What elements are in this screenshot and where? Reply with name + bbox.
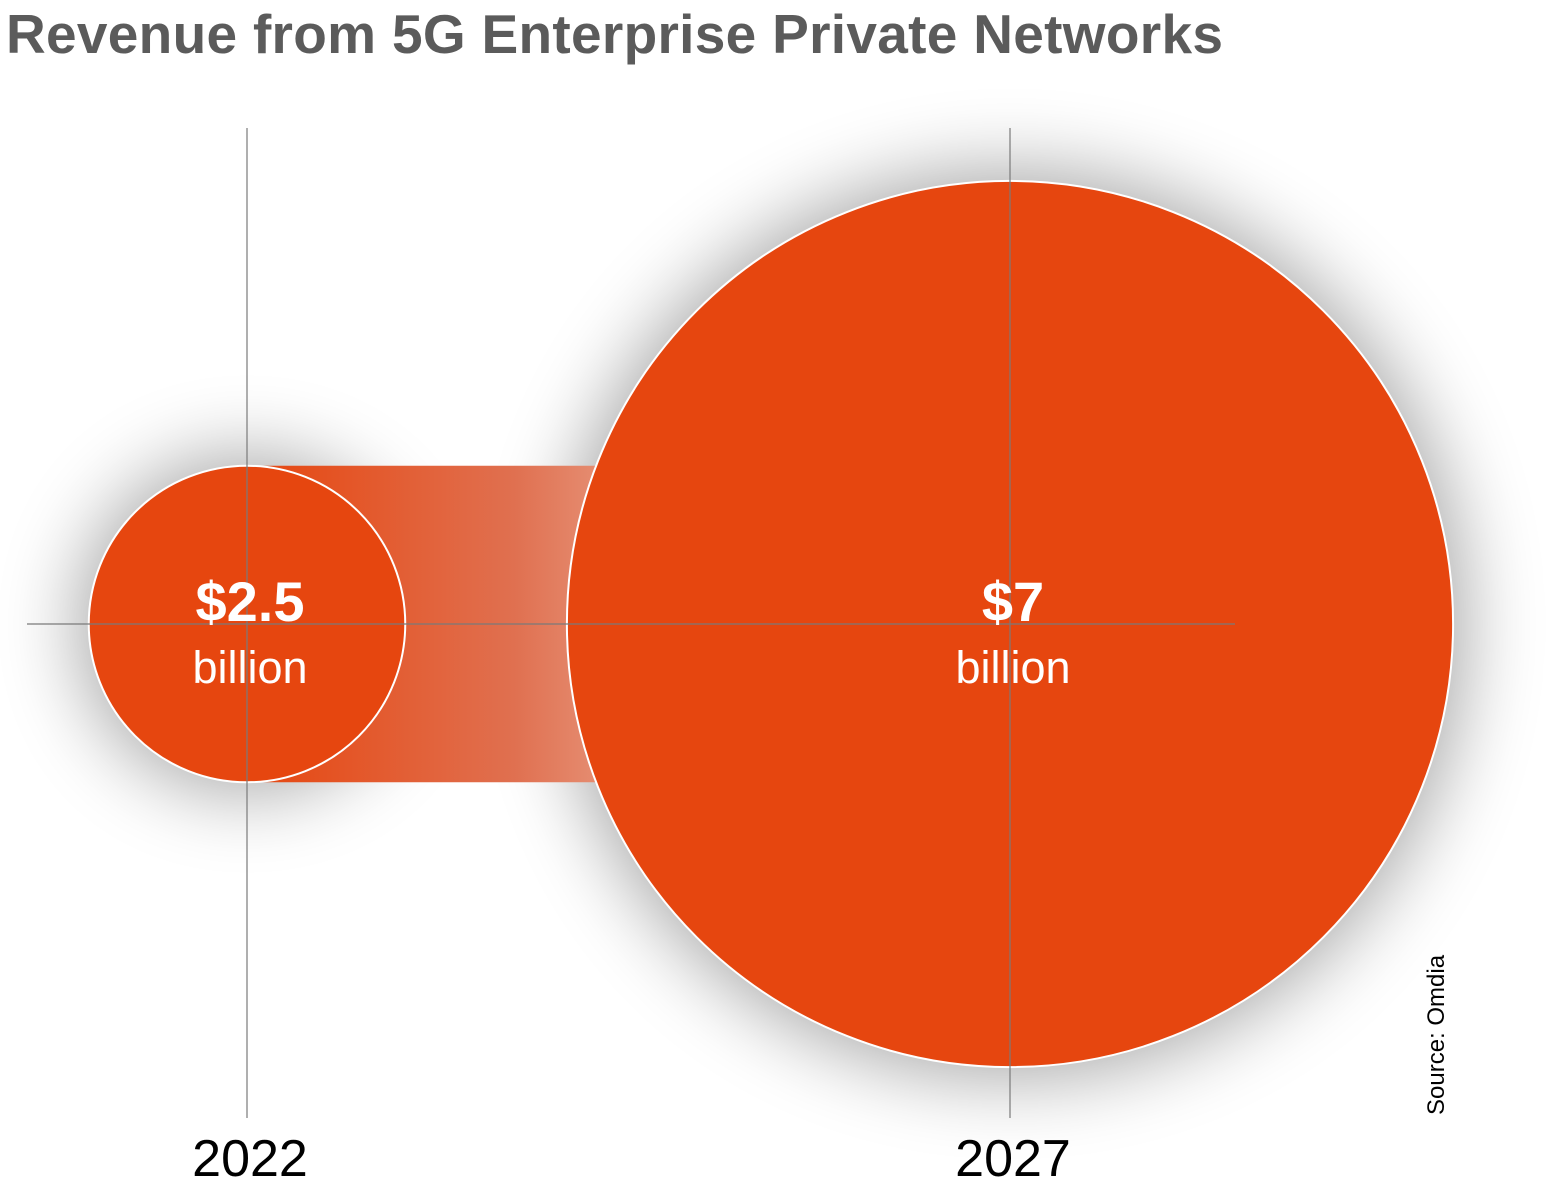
unit-label: billion (955, 642, 1070, 693)
unit-label: billion (192, 642, 307, 693)
category-tick-label: 2027 (955, 1130, 1071, 1180)
category-tick-label: 2022 (192, 1130, 308, 1180)
chart-title: Revenue from 5G Enterprise Private Netwo… (6, 3, 1224, 65)
value-label: $2.5 (196, 570, 305, 633)
source-note: Source: Omdia (1423, 954, 1450, 1115)
value-label: $7 (982, 570, 1044, 633)
